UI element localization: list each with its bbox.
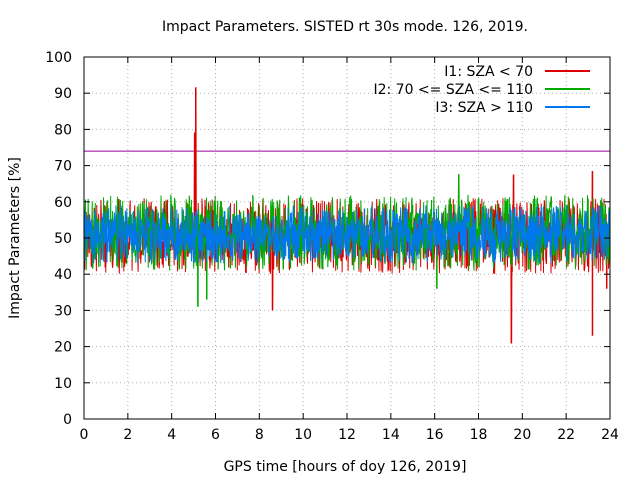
x-tick-label: 20	[513, 427, 531, 443]
x-axis-label: GPS time [hours of doy 126, 2019]	[224, 459, 467, 475]
x-tick-label: 18	[470, 427, 488, 443]
x-tick-label: 6	[211, 427, 220, 443]
y-tick-label: 100	[45, 50, 72, 66]
legend: I1: SZA < 70 I2: 70 <= SZA <= 110 I3: SZA …	[373, 64, 590, 116]
y-tick-label: 80	[54, 122, 72, 138]
y-tick-label: 10	[54, 376, 72, 392]
y-tick-label: 30	[54, 303, 72, 319]
chart-title: Impact Parameters. SISTED rt 30s mode. 1…	[162, 19, 528, 35]
legend-label-2: I2: 70 <= SZA <= 110	[373, 82, 533, 98]
x-tick-label: 8	[255, 427, 264, 443]
x-tick-label: 24	[601, 427, 619, 443]
y-tick-label: 60	[54, 195, 72, 211]
x-tick-label: 4	[167, 427, 176, 443]
legend-label-1: I1: SZA < 70	[444, 64, 533, 80]
x-tick-label: 2	[123, 427, 132, 443]
x-tick-label: 0	[80, 427, 89, 443]
legend-label-3: I3: SZA > 110	[435, 100, 533, 116]
y-tick-label: 40	[54, 267, 72, 283]
y-tick-label: 0	[63, 412, 72, 428]
y-tick-label: 90	[54, 86, 72, 102]
series-line-3	[83, 205, 611, 264]
x-tick-label: 10	[294, 427, 312, 443]
series-3	[83, 205, 611, 264]
x-tick-label: 12	[338, 427, 356, 443]
series-layer	[83, 87, 611, 344]
ticks: 0 2 4 6 8 10 12 14 16 18 20 22 240102030405060708090…	[45, 50, 619, 443]
x-tick-label: 22	[557, 427, 575, 443]
x-tick-label: 16	[426, 427, 444, 443]
y-tick-label: 50	[54, 231, 72, 247]
y-tick-label: 70	[54, 159, 72, 175]
y-tick-label: 20	[54, 340, 72, 356]
y-axis-label: Impact Parameters [%]	[7, 157, 23, 319]
x-tick-label: 14	[382, 427, 400, 443]
